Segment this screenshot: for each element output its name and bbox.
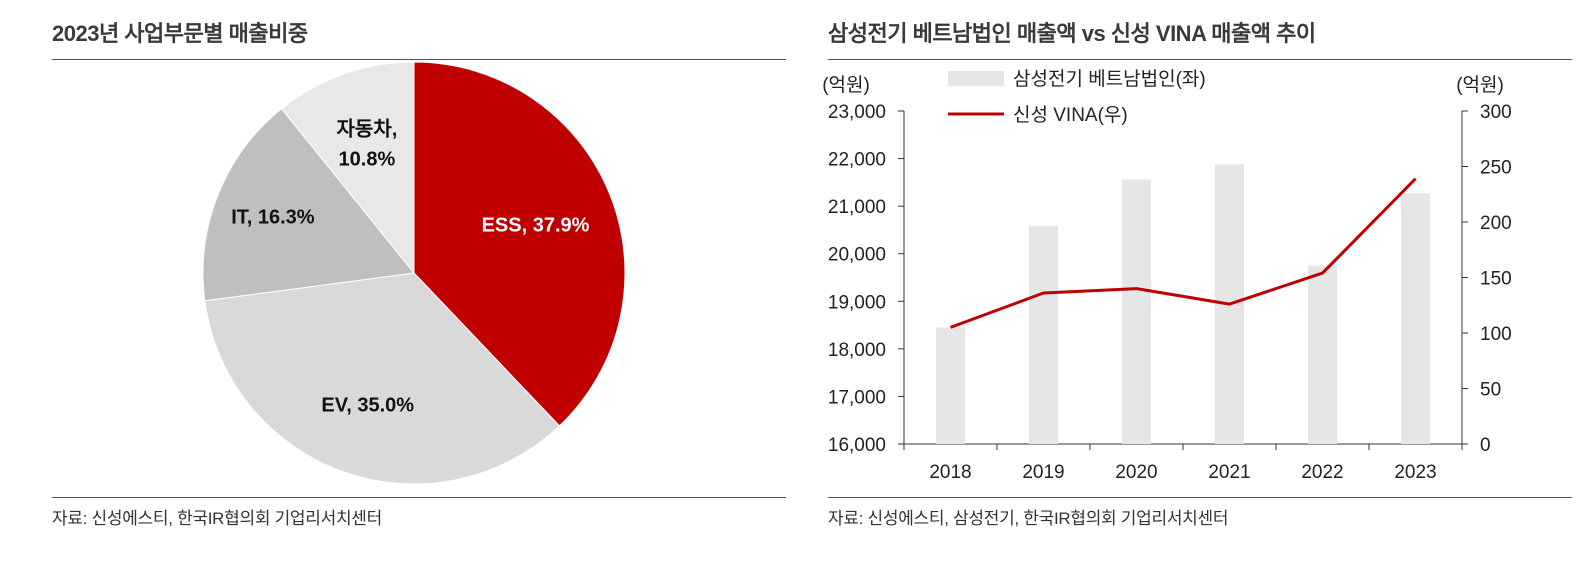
- bar-2020: [1122, 179, 1151, 444]
- combo-chart-title: 삼성전기 베트남법인 매출액 vs 신성 VINA 매출액 추이: [828, 21, 1316, 46]
- pie-slice-it: [202, 108, 415, 302]
- right-tick-label: 300: [1480, 102, 1512, 123]
- top-rule: [52, 59, 786, 60]
- vina-line: [949, 177, 1417, 329]
- left-tick-label: 19,000: [828, 292, 886, 313]
- right-tick-label: 200: [1480, 213, 1512, 234]
- right-tick-label: 150: [1480, 269, 1512, 290]
- right-tick-label: 250: [1480, 158, 1512, 179]
- bar-2023: [1401, 193, 1430, 444]
- x-tick-label: 2022: [1301, 462, 1343, 483]
- right-tick-label: 0: [1480, 435, 1491, 456]
- left-tick-label: 18,000: [828, 340, 886, 361]
- combo-source-note: 자료: 신성에스티, 삼성전기, 한국IR협의회 기업리서치센터: [828, 509, 1229, 528]
- pie-label-it: IT, 16.3%: [231, 207, 315, 229]
- combo-chart: 16,000 17,000 18,000 19,000 20,000 21,000 22,0…: [822, 68, 1512, 483]
- bar-2022: [1308, 265, 1337, 444]
- left-tick-label: 17,000: [828, 387, 886, 408]
- pie-label-ev: EV, 35.0%: [321, 394, 414, 416]
- left-tick-label: 23,000: [828, 102, 886, 123]
- x-tick-label: 2018: [929, 462, 971, 483]
- left-axis-unit: (억원): [822, 74, 870, 96]
- legend-line-label: 신성 VINA(우): [1013, 104, 1128, 126]
- bottom-rule: [52, 497, 786, 498]
- pie-chart: ESS, 37.9% EV, 35.0% IT, 16.3% 자동차, 10.8%: [202, 61, 626, 485]
- right-axis-unit: (억원): [1456, 74, 1504, 96]
- pie-label-ess: ESS, 37.9%: [482, 215, 590, 237]
- left-tick-label: 22,000: [828, 150, 886, 171]
- pie-label-auto: 자동차, 10.8%: [337, 118, 398, 171]
- pie-chart-title: 2023년 사업부문별 매출비중: [52, 21, 308, 46]
- bar-2019: [1029, 226, 1058, 444]
- left-tick-label: 16,000: [828, 435, 886, 456]
- pie-slice-ev: [204, 272, 561, 485]
- pie-slice-ess: [413, 61, 626, 427]
- right-chart-panel: 삼성전기 베트남법인 매출액 vs 신성 VINA 매출액 추이 16,000 1…: [822, 0, 1572, 568]
- left-chart-panel: 2023년 사업부문별 매출비중 ESS, 37.9% EV, 35.0% IT, …: [52, 0, 786, 568]
- right-tick-label: 100: [1480, 324, 1512, 345]
- top-rule: [828, 59, 1572, 60]
- x-tick-label: 2020: [1115, 462, 1157, 483]
- left-tick-label: 21,000: [828, 197, 886, 218]
- x-tick-label: 2021: [1208, 462, 1250, 483]
- x-tick-label: 2023: [1394, 462, 1436, 483]
- x-tick-label: 2019: [1022, 462, 1064, 483]
- bar-2018: [936, 327, 965, 444]
- bottom-rule: [828, 497, 1572, 498]
- left-tick-label: 20,000: [828, 245, 886, 266]
- pie-source-note: 자료: 신성에스티, 한국IR협의회 기업리서치센터: [52, 509, 382, 528]
- pie-slice-auto: [280, 61, 415, 275]
- legend-bar-swatch: [948, 71, 1004, 86]
- right-tick-label: 50: [1480, 380, 1501, 401]
- legend-bar-label: 삼성전기 베트남법인(좌): [1013, 68, 1206, 90]
